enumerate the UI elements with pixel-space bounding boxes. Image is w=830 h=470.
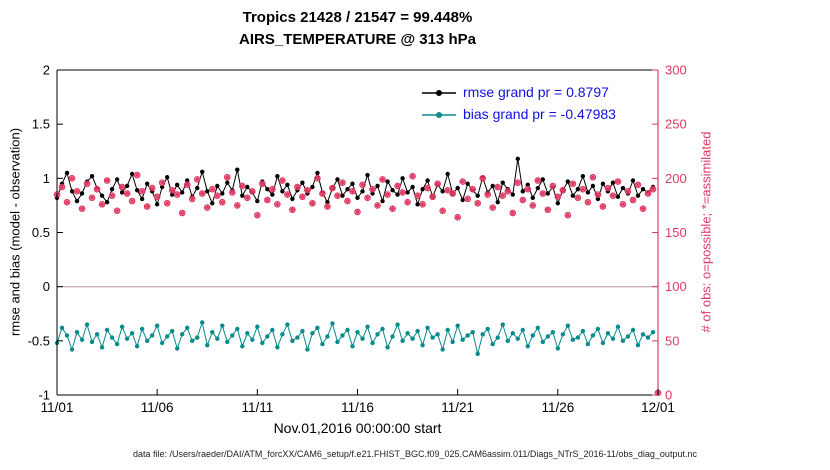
svg-text:300: 300 bbox=[665, 63, 687, 78]
svg-text:200: 200 bbox=[665, 171, 687, 186]
y-axis-label-right: # of obs: o=possible; *=assimilated bbox=[698, 131, 714, 333]
obs_assimilated-series bbox=[53, 171, 662, 396]
svg-text:2: 2 bbox=[43, 63, 50, 78]
data-file-caption: data file: /Users/raeder/DAI/ATM_forcXX/… bbox=[133, 449, 697, 459]
bias-series bbox=[54, 320, 656, 357]
legend-label-rmse: rmse grand pr = 0.8797 bbox=[463, 84, 609, 100]
svg-text:11/26: 11/26 bbox=[541, 400, 574, 415]
svg-text:100: 100 bbox=[665, 279, 687, 294]
svg-text:11/16: 11/16 bbox=[341, 400, 374, 415]
left-axis-ticks: -1 -0.5 0 0.5 1 1.5 2 bbox=[28, 63, 63, 403]
svg-text:150: 150 bbox=[665, 225, 687, 240]
svg-text:50: 50 bbox=[665, 333, 679, 348]
svg-text:11/21: 11/21 bbox=[441, 400, 474, 415]
svg-text:-1: -1 bbox=[38, 388, 50, 403]
right-axis-ticks: 0 50 100 150 200 250 300 bbox=[652, 63, 687, 403]
x-axis-label: Nov.01,2016 00:00:00 start bbox=[273, 420, 442, 436]
chart-title-line2: AIRS_TEMPERATURE @ 313 hPa bbox=[239, 31, 476, 48]
svg-text:11/11: 11/11 bbox=[241, 400, 273, 415]
legend: rmse grand pr = 0.8797 bias grand pr = -… bbox=[422, 81, 616, 125]
legend-label-bias: bias grand pr = -0.47983 bbox=[463, 106, 616, 122]
svg-text:-0.5: -0.5 bbox=[28, 333, 50, 348]
chart-title-line1: Tropics 21428 / 21547 = 99.448% bbox=[242, 9, 473, 26]
svg-text:0: 0 bbox=[43, 279, 50, 294]
svg-text:12/01: 12/01 bbox=[641, 400, 675, 415]
svg-text:0: 0 bbox=[665, 388, 672, 403]
svg-text:1.5: 1.5 bbox=[32, 117, 50, 132]
svg-text:1: 1 bbox=[43, 171, 50, 186]
svg-text:11/01: 11/01 bbox=[41, 400, 74, 415]
y-axis-label-left: rmse and bias (model - observation) bbox=[7, 127, 23, 337]
rmse-series bbox=[54, 156, 656, 207]
obs_possible-series bbox=[53, 171, 662, 397]
svg-text:0.5: 0.5 bbox=[32, 225, 50, 240]
legend-item-rmse: rmse grand pr = 0.8797 bbox=[422, 81, 616, 103]
svg-text:250: 250 bbox=[665, 117, 687, 132]
bias-line-sample-icon bbox=[422, 108, 456, 120]
legend-item-bias: bias grand pr = -0.47983 bbox=[422, 103, 616, 125]
rmse-line-sample-icon bbox=[422, 86, 456, 98]
svg-text:11/06: 11/06 bbox=[141, 400, 174, 415]
x-axis-ticks: 11/01 11/06 11/11 11/16 11/21 11/26 12/01 bbox=[41, 389, 675, 415]
